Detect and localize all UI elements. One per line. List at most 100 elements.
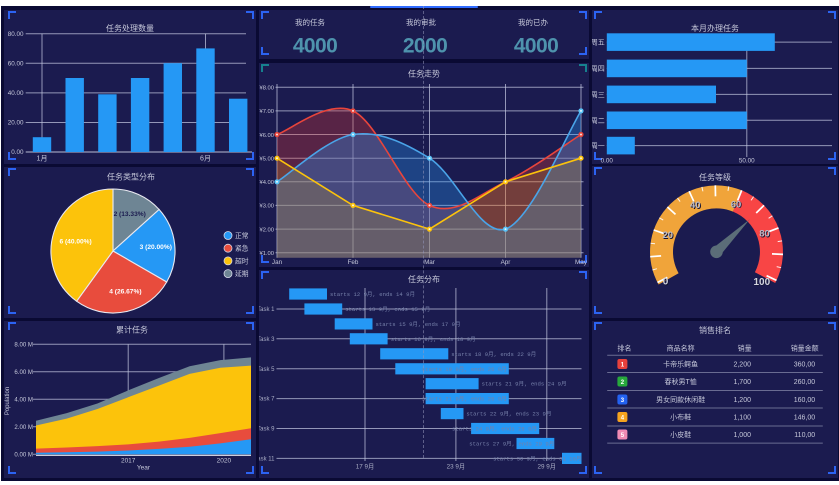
- svg-text:60: 60: [732, 200, 743, 211]
- svg-text:146,00: 146,00: [794, 414, 816, 421]
- svg-text:我的审批: 我的审批: [406, 17, 436, 27]
- svg-text:2000: 2000: [402, 34, 446, 57]
- svg-text:2017: 2017: [121, 457, 136, 464]
- svg-text:Task 1: Task 1: [259, 307, 275, 313]
- svg-text:本月办理任务: 本月办理任务: [691, 23, 739, 33]
- svg-text:3 (20.00%): 3 (20.00%): [140, 244, 172, 251]
- svg-text:Feb: Feb: [347, 259, 358, 266]
- svg-text:110,00: 110,00: [794, 432, 815, 439]
- svg-text:40: 40: [690, 200, 701, 211]
- svg-text:4000: 4000: [513, 34, 557, 57]
- svg-text:2,200: 2,200: [733, 361, 751, 368]
- svg-text:春秋男T恤: 春秋男T恤: [664, 377, 696, 386]
- svg-text:男女同款休闲鞋: 男女同款休闲鞋: [656, 395, 705, 404]
- svg-text:¥1.00: ¥1.00: [259, 251, 274, 257]
- svg-text:60.00: 60.00: [8, 60, 24, 67]
- svg-text:3: 3: [621, 398, 625, 404]
- svg-text:¥7.00: ¥7.00: [259, 109, 274, 115]
- svg-text:0.00: 0.00: [11, 149, 24, 156]
- svg-text:¥8.00: ¥8.00: [259, 85, 274, 91]
- svg-text:0.00: 0.00: [601, 157, 614, 164]
- svg-text:¥2.00: ¥2.00: [259, 227, 274, 233]
- svg-text:20.00: 20.00: [8, 120, 24, 127]
- svg-text:20: 20: [663, 230, 674, 241]
- svg-text:8.00 M: 8.00 M: [14, 341, 33, 348]
- svg-text:starts 21 9月, ends 24 9月: starts 21 9月, ends 24 9月: [481, 381, 566, 388]
- svg-text:任务类型分布: 任务类型分布: [107, 171, 155, 181]
- svg-text:Task 7: Task 7: [259, 397, 275, 403]
- svg-text:80: 80: [759, 228, 770, 239]
- svg-text:29 9月: 29 9月: [537, 462, 556, 470]
- svg-text:周二: 周二: [592, 117, 605, 125]
- svg-text:40: 40: [691, 201, 702, 212]
- svg-text:160,00: 160,00: [794, 397, 816, 404]
- svg-text:¥6.00: ¥6.00: [259, 133, 274, 139]
- svg-text:Jan: Jan: [271, 259, 282, 266]
- svg-text:正常: 正常: [235, 231, 249, 240]
- svg-text:starts 12 9月, ends 14 9月: starts 12 9月, ends 14 9月: [330, 291, 415, 298]
- svg-text:Mar: Mar: [424, 259, 435, 266]
- svg-text:2020: 2020: [217, 457, 232, 464]
- svg-text:starts 24 9月, ends 28 9月: starts 24 9月, ends 28 9月: [452, 425, 537, 432]
- svg-text:17 9月: 17 9月: [355, 462, 374, 470]
- svg-text:我的已办: 我的已办: [518, 17, 548, 27]
- svg-text:0: 0: [664, 277, 670, 288]
- svg-text:50.00: 50.00: [739, 157, 755, 164]
- svg-text:1,000: 1,000: [733, 432, 751, 439]
- svg-text:商品名称: 商品名称: [667, 343, 695, 352]
- svg-text:1,200: 1,200: [733, 397, 751, 404]
- svg-text:累计任务: 累计任务: [116, 324, 148, 334]
- svg-text:1月: 1月: [37, 154, 48, 162]
- svg-text:starts 18 9月, ends 22 9月: starts 18 9月, ends 22 9月: [451, 351, 536, 358]
- svg-text:超时: 超时: [235, 256, 249, 265]
- svg-text:小布鞋: 小布鞋: [670, 412, 691, 421]
- svg-text:周一: 周一: [592, 142, 605, 150]
- svg-text:¥5.00: ¥5.00: [259, 156, 274, 162]
- svg-text:Year: Year: [137, 464, 151, 471]
- svg-text:20: 20: [663, 231, 674, 242]
- svg-text:6月: 6月: [200, 154, 211, 162]
- svg-text:May: May: [575, 259, 588, 266]
- svg-text:周五: 周五: [592, 39, 605, 47]
- svg-text:排名: 排名: [617, 343, 631, 352]
- svg-text:延期: 延期: [235, 269, 249, 278]
- svg-text:¥3.00: ¥3.00: [259, 204, 274, 210]
- svg-text:Task 11: Task 11: [259, 456, 275, 462]
- svg-text:周四: 周四: [592, 65, 605, 73]
- svg-text:100: 100: [753, 277, 770, 288]
- svg-text:5: 5: [621, 433, 625, 439]
- svg-text:Task 3: Task 3: [259, 337, 275, 343]
- svg-text:紧急: 紧急: [235, 244, 249, 253]
- svg-text:260,00: 260,00: [794, 379, 816, 386]
- svg-text:任务处理数量: 任务处理数量: [106, 23, 154, 33]
- svg-text:2: 2: [621, 380, 625, 386]
- svg-text:23 9月: 23 9月: [446, 462, 465, 470]
- svg-text:100: 100: [754, 278, 771, 289]
- svg-text:卡帝乐鳄鱼: 卡帝乐鳄鱼: [663, 359, 698, 368]
- svg-text:60: 60: [731, 199, 742, 210]
- svg-text:starts 16 9月, ends 18 9月: starts 16 9月, ends 18 9月: [390, 336, 475, 343]
- svg-text:starts 22 9月, ends 23 9月: starts 22 9月, ends 23 9月: [466, 411, 551, 418]
- svg-text:starts 30 9月, ends 01 10月: starts 30 9月, ends 01 10月: [493, 455, 581, 462]
- svg-text:4000: 4000: [292, 34, 336, 57]
- svg-text:任务等级: 任务等级: [699, 172, 731, 182]
- svg-text:0.00 M: 0.00 M: [14, 451, 33, 458]
- svg-text:销量金额: 销量金额: [791, 343, 819, 352]
- svg-text:周三: 周三: [592, 91, 605, 99]
- svg-text:2 (13.33%): 2 (13.33%): [114, 211, 146, 218]
- svg-text:starts 19 9月, ends 26 9月: starts 19 9月, ends 26 9月: [421, 366, 506, 373]
- svg-text:80: 80: [760, 229, 771, 240]
- svg-text:80.00: 80.00: [8, 31, 24, 38]
- svg-text:40.00: 40.00: [8, 90, 24, 97]
- svg-text:starts 15 9月, ends 17 9月: starts 15 9月, ends 17 9月: [375, 321, 460, 328]
- svg-text:4: 4: [621, 415, 625, 421]
- svg-text:1,700: 1,700: [733, 379, 751, 386]
- svg-text:1: 1: [621, 362, 625, 368]
- svg-text:销量: 销量: [738, 343, 752, 352]
- svg-text:Task 5: Task 5: [259, 367, 275, 373]
- svg-text:2.00 M: 2.00 M: [14, 424, 33, 431]
- svg-text:销售排名: 销售排名: [699, 325, 731, 335]
- svg-text:6.00 M: 6.00 M: [14, 369, 33, 376]
- svg-text:1,100: 1,100: [733, 414, 751, 421]
- svg-text:4 (26.67%): 4 (26.67%): [109, 289, 141, 296]
